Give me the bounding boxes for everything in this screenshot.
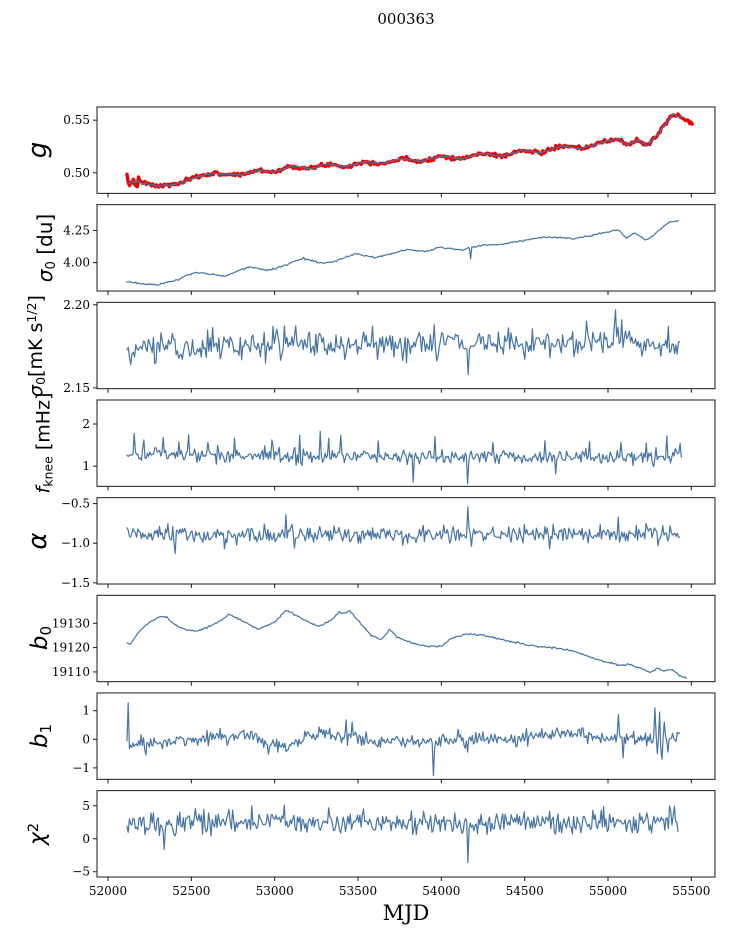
y-axis-label-segment: [mK s — [24, 322, 47, 377]
y-axis-label-segment: knee — [40, 456, 56, 487]
y-tick-label-b1: −1 — [72, 761, 90, 775]
x-tick-label: 52500 — [172, 884, 210, 898]
series-g-fit-line — [126, 113, 684, 188]
axes-box-f_knee — [96, 399, 716, 487]
y-axis-label-segment: 0 — [44, 260, 60, 270]
series-alpha-line — [126, 506, 681, 555]
y-tick-label-b1: 0 — [82, 732, 90, 746]
y-axis-label-g: g — [23, 142, 53, 159]
y-tick-label-chi2: 5 — [82, 799, 90, 813]
y-tick-label-sigma0_mK: 2.15 — [63, 381, 90, 395]
panel-b1-series — [126, 702, 681, 777]
figure-title: 000363 — [377, 10, 435, 28]
y-tick-label-f_knee: 2 — [82, 417, 90, 431]
y-axis-label-b1: b1 — [27, 724, 55, 748]
y-axis-label-segment: 0 — [33, 376, 49, 385]
y-tick-label-b1: 1 — [82, 704, 90, 718]
y-axis-label-segment: 1/2 — [23, 301, 39, 323]
y-axis-label-segment: b — [27, 733, 54, 749]
y-axis-label-sigma0_du: σ0 [du] — [33, 214, 59, 282]
axes-box-b0 — [96, 594, 716, 683]
y-tick-label-sigma0_du: 4.25 — [63, 223, 90, 237]
series-f-knee-line — [126, 430, 682, 485]
y-tick-label-b0: 19120 — [52, 641, 90, 655]
x-tick-label: 52000 — [89, 884, 127, 898]
series-chi2-line — [126, 804, 679, 864]
y-axis-label-segment: 2 — [26, 822, 43, 832]
y-axis-label-sigma0_mK: σ0[mK s1/2] — [24, 295, 48, 397]
panel-sigma0_du-series — [126, 219, 679, 286]
axes-box-g — [96, 106, 716, 194]
y-axis-label-segment: b — [27, 636, 54, 651]
axes-box-b1 — [96, 692, 716, 780]
y-tick-label-b0: 19110 — [52, 665, 90, 679]
axes-box-chi2 — [96, 790, 716, 878]
x-tick-label: 53500 — [339, 884, 377, 898]
x-tick-label: 53000 — [256, 884, 294, 898]
y-axis-label-chi2: χ2 — [26, 823, 51, 845]
y-tick-label-g: 0.55 — [63, 113, 90, 127]
series-b1-line — [126, 702, 681, 777]
x-tick-label: 55500 — [672, 884, 710, 898]
y-tick-label-chi2: 0 — [82, 832, 90, 846]
y-tick-label-alpha: −1.5 — [61, 576, 90, 590]
y-axis-label-segment: α — [23, 532, 53, 550]
y-tick-label-alpha: −1.0 — [61, 536, 90, 550]
panel-sigma0_mK-series — [126, 309, 681, 376]
y-axis-label-segment: χ — [25, 831, 51, 845]
y-axis-label-segment: 0 — [36, 626, 55, 637]
series-g-data-red — [125, 112, 694, 189]
axes-box-sigma0_du — [96, 204, 716, 292]
y-axis-label-alpha: α — [23, 532, 53, 549]
y-tick-label-f_knee: 1 — [82, 459, 90, 473]
panel-f_knee-series — [126, 430, 682, 485]
y-tick-label-sigma0_du: 4.00 — [63, 256, 90, 270]
x-tick-label: 54500 — [506, 884, 544, 898]
panel-b0-series — [126, 609, 687, 679]
y-tick-label-chi2: −5 — [72, 865, 90, 879]
y-axis-label-segment: g — [23, 141, 53, 159]
y-axis-label-segment: [mHz] — [32, 392, 55, 457]
series-sigma0-du-line — [126, 219, 679, 286]
y-axis-label-f_knee: fknee [mHz] — [32, 393, 55, 494]
y-axis-label-segment: σ — [32, 269, 57, 283]
panel-g-series — [125, 112, 694, 189]
y-tick-label-b0: 19130 — [52, 616, 90, 630]
y-axis-label-segment: [du] — [32, 213, 57, 261]
y-axis-label-segment: f — [32, 486, 55, 494]
y-axis-label-b0: b0 — [27, 626, 55, 650]
series-b0-line — [126, 609, 687, 679]
x-tick-label: 55000 — [589, 884, 627, 898]
x-axis-label: MJD — [382, 901, 430, 925]
axes-box-sigma0_mK — [96, 301, 716, 390]
y-axis-label-segment: 1 — [36, 724, 55, 734]
panel-alpha-series — [126, 506, 681, 555]
y-tick-label-g: 0.50 — [63, 166, 90, 180]
y-tick-label-alpha: −0.5 — [61, 497, 90, 511]
y-tick-label-sigma0_mK: 2.20 — [63, 298, 90, 312]
axes-box-alpha — [96, 497, 716, 585]
series-sigma0-mk-line — [126, 309, 681, 376]
x-tick-label: 54000 — [422, 884, 460, 898]
y-axis-label-segment: ] — [24, 294, 47, 302]
panel-chi2-series — [126, 804, 679, 864]
